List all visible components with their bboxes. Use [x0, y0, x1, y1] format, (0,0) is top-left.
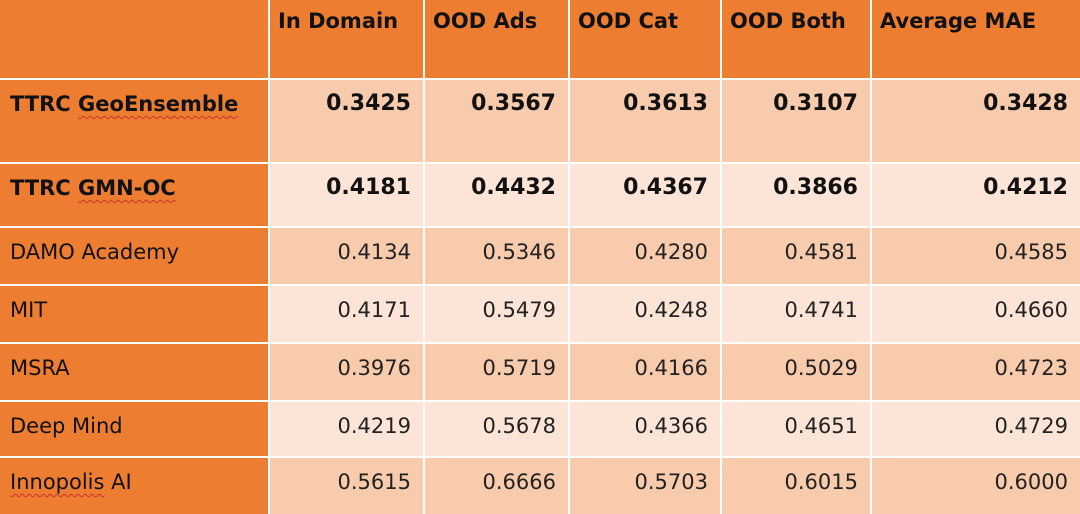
value-cell: 0.5615: [270, 458, 425, 514]
value-cell: 0.4212: [872, 164, 1080, 228]
value-cell: 0.4280: [570, 228, 722, 286]
row-label: Innopolis AI: [0, 458, 270, 514]
row-label-text: MIT: [10, 298, 48, 322]
header-row: In Domain OOD Ads OOD Cat OOD Both Avera…: [0, 0, 1080, 80]
header-cell-empty: [0, 0, 270, 80]
header-cell-ood-both: OOD Both: [722, 0, 872, 80]
value-cell: 0.3428: [872, 80, 1080, 164]
value-cell: 0.4729: [872, 402, 1080, 458]
value-cell: 0.3976: [270, 344, 425, 402]
row-label: DAMO Academy: [0, 228, 270, 286]
value-cell: 0.4166: [570, 344, 722, 402]
row-label-text: TTRC GeoEnsemble: [10, 92, 239, 116]
value-cell: 0.3613: [570, 80, 722, 164]
table-row: Innopolis AI 0.5615 0.6666 0.5703 0.6015 0.60…: [0, 458, 1080, 514]
value-cell: 0.4651: [722, 402, 872, 458]
value-cell: 0.4432: [425, 164, 570, 228]
row-label: MIT: [0, 286, 270, 344]
value-cell: 0.4585: [872, 228, 1080, 286]
row-label-text: Deep Mind: [10, 414, 123, 438]
row-label: Deep Mind: [0, 402, 270, 458]
table-row: MSRA 0.3976 0.5719 0.4166 0.5029 0.4723: [0, 344, 1080, 402]
value-cell: 0.5479: [425, 286, 570, 344]
value-cell: 0.4134: [270, 228, 425, 286]
table-row: Deep Mind 0.4219 0.5678 0.4366 0.4651 0.4729: [0, 402, 1080, 458]
value-cell: 0.6666: [425, 458, 570, 514]
value-cell: 0.4660: [872, 286, 1080, 344]
value-cell: 0.4219: [270, 402, 425, 458]
value-cell: 0.4581: [722, 228, 872, 286]
table-body: TTRC GeoEnsemble 0.3425 0.3567 0.3613 0.3107…: [0, 80, 1080, 514]
table-row: TTRC GMN-OC 0.4181 0.4432 0.4367 0.3866 0.421…: [0, 164, 1080, 228]
value-cell: 0.4366: [570, 402, 722, 458]
header-cell-ood-ads: OOD Ads: [425, 0, 570, 80]
value-cell: 0.3107: [722, 80, 872, 164]
table-row: TTRC GeoEnsemble 0.3425 0.3567 0.3613 0.3107…: [0, 80, 1080, 164]
value-cell: 0.5703: [570, 458, 722, 514]
value-cell: 0.5029: [722, 344, 872, 402]
value-cell: 0.6015: [722, 458, 872, 514]
value-cell: 0.4171: [270, 286, 425, 344]
row-label-text: Innopolis AI: [10, 470, 132, 494]
row-label-text: TTRC GMN-OC: [10, 176, 176, 200]
header-cell-ood-cat: OOD Cat: [570, 0, 722, 80]
header-cell-in-domain: In Domain: [270, 0, 425, 80]
value-cell: 0.4741: [722, 286, 872, 344]
value-cell: 0.4723: [872, 344, 1080, 402]
row-label-text: MSRA: [10, 356, 70, 380]
value-cell: 0.5719: [425, 344, 570, 402]
row-label: TTRC GMN-OC: [0, 164, 270, 228]
header-cell-average-mae: Average MAE: [872, 0, 1080, 80]
table-row: DAMO Academy 0.4134 0.5346 0.4280 0.4581 0.45…: [0, 228, 1080, 286]
value-cell: 0.6000: [872, 458, 1080, 514]
row-label: TTRC GeoEnsemble: [0, 80, 270, 164]
value-cell: 0.5678: [425, 402, 570, 458]
value-cell: 0.4181: [270, 164, 425, 228]
value-cell: 0.3866: [722, 164, 872, 228]
table-row: MIT 0.4171 0.5479 0.4248 0.4741 0.4660: [0, 286, 1080, 344]
row-label: MSRA: [0, 344, 270, 402]
value-cell: 0.3425: [270, 80, 425, 164]
value-cell: 0.5346: [425, 228, 570, 286]
row-label-text: DAMO Academy: [10, 240, 180, 264]
value-cell: 0.4248: [570, 286, 722, 344]
value-cell: 0.4367: [570, 164, 722, 228]
value-cell: 0.3567: [425, 80, 570, 164]
